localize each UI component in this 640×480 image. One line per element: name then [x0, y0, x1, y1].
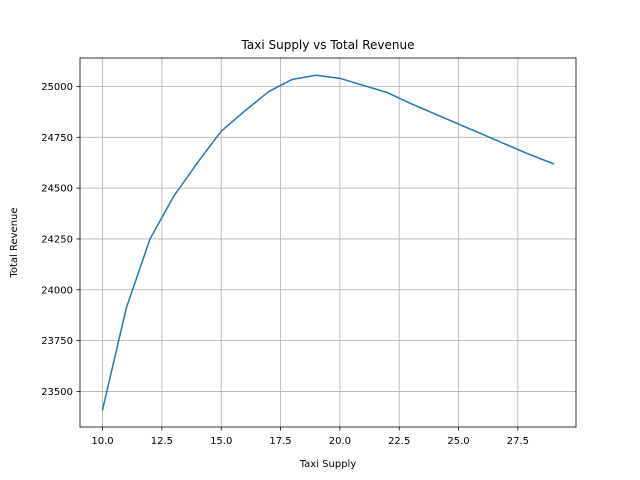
series-layer	[101, 74, 555, 411]
x-tick-label: 15.0	[210, 436, 232, 447]
plot-frame	[79, 57, 577, 428]
plot-area	[80, 58, 576, 427]
x-tick-label: 17.5	[269, 436, 291, 447]
y-tick-label: 24500	[41, 184, 73, 195]
series-line	[101, 74, 555, 411]
y-tick-label: 24250	[41, 235, 73, 246]
x-tick-label: 22.5	[388, 436, 410, 447]
y-tick-label: 24750	[41, 133, 73, 144]
chart-title: Taxi Supply vs Total Revenue	[241, 38, 415, 52]
y-ticks: 23500 23750 24000 24250 24500 24750 25000	[41, 82, 80, 398]
x-tick-label: 27.5	[507, 436, 529, 447]
y-axis-title: Total Revenue	[9, 207, 20, 278]
x-axis-title: Taxi Supply	[299, 459, 357, 470]
y-tick-label: 25000	[41, 82, 73, 93]
y-tick-label: 23500	[41, 387, 73, 398]
x-tick-label: 12.5	[151, 436, 173, 447]
grid	[80, 58, 576, 427]
x-tick-label: 25.0	[447, 436, 469, 447]
x-tick-label: 20.0	[329, 436, 351, 447]
x-ticks: 10.0 12.5 15.0 17.5 20.0 22.5 25.0 27.5	[91, 427, 529, 447]
y-tick-label: 23750	[41, 336, 73, 347]
x-tick-label: 10.0	[91, 436, 113, 447]
y-tick-label: 24000	[41, 285, 73, 296]
